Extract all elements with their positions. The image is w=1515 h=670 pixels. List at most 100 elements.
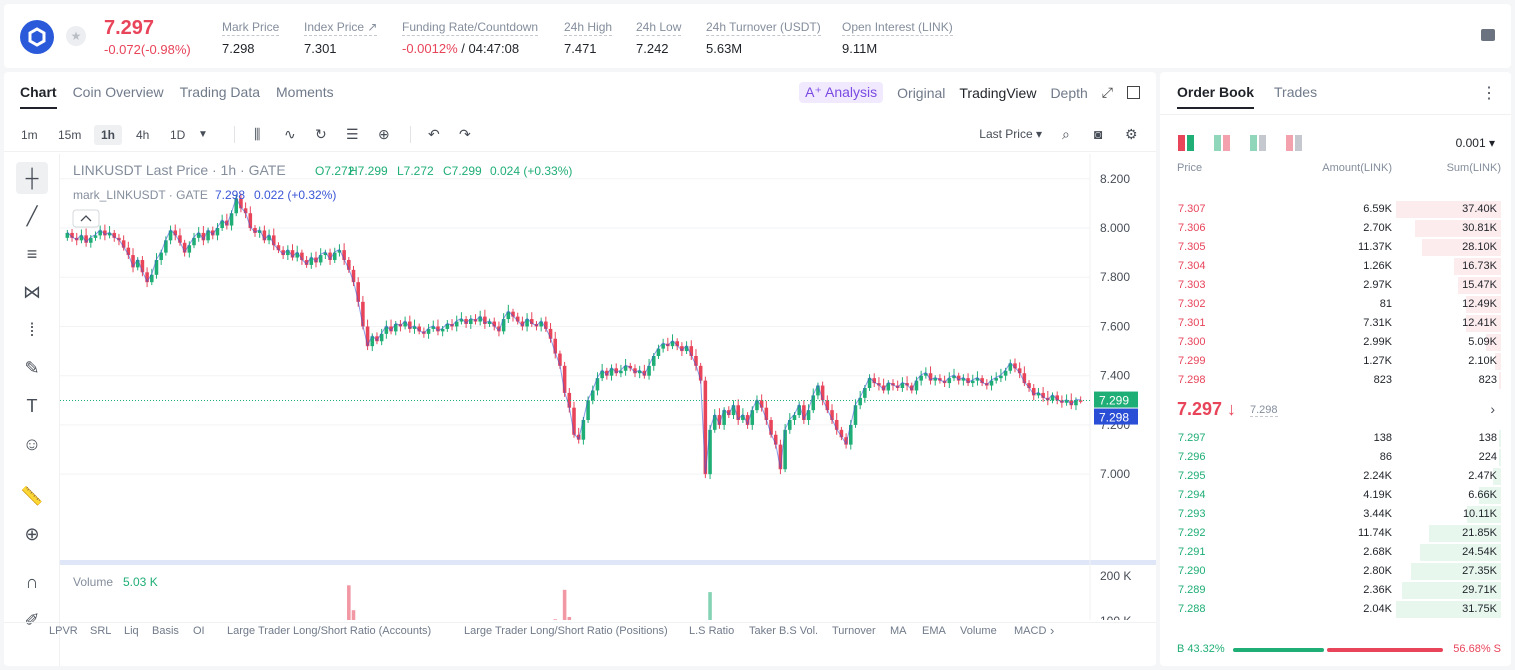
candle-body	[680, 346, 684, 352]
fib-icon[interactable]: ⁞	[29, 319, 35, 340]
horizontal-lines-icon[interactable]: ≡	[26, 243, 38, 264]
redo-icon[interactable]: ↷	[459, 126, 471, 142]
tab-trading-data[interactable]: Trading Data	[179, 84, 261, 100]
tab-original[interactable]: Original	[897, 84, 946, 101]
book-asks-icon[interactable]	[1286, 135, 1302, 151]
indicator-taker-vol[interactable]: Taker B.S Vol.	[749, 625, 819, 637]
stat-index-price[interactable]: Index Price ↗ 7.301	[304, 20, 378, 56]
favorite-star-icon[interactable]: ★	[66, 26, 86, 46]
timeframe-1d[interactable]: 1D	[170, 128, 186, 142]
bid-row[interactable]: 7.288 2.04K 31.75K	[1160, 600, 1511, 619]
indicator-macd[interactable]: MACD	[1014, 625, 1047, 637]
bid-row[interactable]: 7.294 4.19K 6.66K	[1160, 486, 1511, 505]
bid-row[interactable]: 7.295 2.24K 2.47K	[1160, 467, 1511, 486]
magnet-icon[interactable]: ∩	[25, 571, 39, 592]
fullscreen-icon[interactable]	[1127, 86, 1140, 99]
indicator-turnover[interactable]: Turnover	[832, 625, 876, 637]
chevron-right-icon[interactable]: ›	[1490, 401, 1495, 417]
indicator-ema[interactable]: EMA	[922, 625, 946, 637]
guide-book-icon[interactable]	[1481, 29, 1495, 41]
settings-gear-icon[interactable]: ⚙	[1125, 126, 1138, 142]
indicator-trader-accounts[interactable]: Large Trader Long/Short Ratio (Accounts)	[227, 625, 432, 637]
tab-tradingview[interactable]: TradingView	[959, 84, 1037, 101]
bid-row[interactable]: 7.296 86 224	[1160, 448, 1511, 467]
bid-row[interactable]: 7.290 2.80K 27.35K	[1160, 562, 1511, 581]
indicator-liq[interactable]: Liq	[124, 625, 139, 637]
row-sum: 10.11K	[1462, 508, 1497, 520]
ask-row[interactable]: 7.301 7.31K 12.41K	[1160, 314, 1511, 333]
timeframe-4h[interactable]: 4h	[136, 128, 150, 142]
scroll-right-icon[interactable]: ›	[1050, 623, 1055, 638]
candle-body	[759, 400, 764, 408]
bid-row[interactable]: 7.292 11.74K 21.85K	[1160, 524, 1511, 543]
indicator-lpvr[interactable]: LPVR	[49, 625, 78, 637]
zoom-in-icon[interactable]: ⊕	[24, 523, 40, 544]
row-price: 7.297	[1178, 432, 1206, 444]
book-bids-icon[interactable]	[1250, 135, 1266, 151]
ask-row[interactable]: 7.304 1.26K 16.73K	[1160, 257, 1511, 276]
templates-icon[interactable]: ☰	[346, 126, 359, 142]
indicator-trader-positions[interactable]: Large Trader Long/Short Ratio (Positions…	[464, 625, 668, 637]
ask-row[interactable]: 7.299 1.27K 2.10K	[1160, 352, 1511, 371]
bid-row[interactable]: 7.297 138 138	[1160, 429, 1511, 448]
expand-icon[interactable]: ⤢	[1101, 84, 1113, 100]
search-icon[interactable]: ⌕	[1062, 126, 1070, 142]
trendline-icon[interactable]: ╱	[26, 205, 38, 226]
tab-coin-overview[interactable]: Coin Overview	[72, 84, 164, 100]
pane-separator[interactable]	[60, 560, 1156, 565]
indicator-volume[interactable]: Volume	[960, 625, 997, 637]
compare-icon[interactable]: ↻	[315, 126, 327, 142]
tab-ai-analysis[interactable]: A⁺ Analysis	[799, 82, 884, 103]
indicator-ma[interactable]: MA	[890, 625, 907, 637]
ask-row[interactable]: 7.298 823 823	[1160, 371, 1511, 390]
candle-body	[492, 321, 497, 327]
bid-row[interactable]: 7.289 2.36K 29.71K	[1160, 581, 1511, 600]
emoji-icon[interactable]: ☺	[22, 433, 42, 454]
timeframe-1h[interactable]: 1h	[94, 125, 123, 145]
ruler-icon[interactable]: 📏	[20, 485, 44, 506]
price-source-select[interactable]: Last Price ▾	[979, 127, 1042, 141]
pattern-icon[interactable]: ⋈	[23, 281, 41, 302]
ask-row[interactable]: 7.305 11.37K 28.10K	[1160, 238, 1511, 257]
add-indicator-icon[interactable]: ⊕	[378, 126, 390, 142]
timeframe-1m[interactable]: 1m	[21, 128, 38, 142]
camera-icon[interactable]: ◙	[1094, 126, 1103, 142]
edit-icon[interactable]: ✐	[24, 609, 40, 630]
ask-row[interactable]: 7.307 6.59K 37.40K	[1160, 200, 1511, 219]
undo-icon[interactable]: ↶	[428, 126, 440, 142]
candle-body	[384, 326, 389, 334]
candle-body	[562, 365, 567, 393]
collapse-legend-button[interactable]	[72, 209, 100, 228]
timeframe-dropdown-icon[interactable]: ▼	[198, 129, 208, 140]
tab-depth[interactable]: Depth	[1050, 84, 1088, 101]
book-both-alt-icon[interactable]	[1214, 135, 1230, 151]
indicator-ls-ratio[interactable]: L.S Ratio	[689, 625, 735, 637]
indicator-basis[interactable]: Basis	[152, 625, 179, 637]
candle-body	[107, 232, 112, 236]
candle-style-icon[interactable]: ⫼	[254, 126, 261, 142]
indicator-oi[interactable]: OI	[193, 625, 205, 637]
brush-icon[interactable]: ✎	[24, 357, 40, 378]
price-chart[interactable]: 8.2008.0007.8007.6007.4007.2007.0007.299…	[60, 154, 1156, 620]
tab-chart[interactable]: Chart	[20, 84, 57, 109]
book-both-icon[interactable]	[1178, 135, 1194, 151]
tab-trades[interactable]: Trades	[1274, 84, 1318, 100]
tab-moments[interactable]: Moments	[276, 84, 334, 100]
text-tool-icon[interactable]: T	[26, 395, 38, 416]
tab-order-book[interactable]: Order Book	[1177, 84, 1255, 109]
ask-row[interactable]: 7.302 81 12.49K	[1160, 295, 1511, 314]
precision-select[interactable]: 0.001 ▾	[1455, 136, 1495, 150]
row-price: 7.306	[1178, 222, 1206, 234]
indicators-icon[interactable]: ∿	[284, 126, 296, 142]
depth-bar	[1466, 296, 1501, 313]
bid-row[interactable]: 7.291 2.68K 24.54K	[1160, 543, 1511, 562]
candle-body	[736, 405, 740, 420]
bid-row[interactable]: 7.293 3.44K 10.11K	[1160, 505, 1511, 524]
crosshair-icon[interactable]: ┼	[16, 162, 48, 194]
timeframe-15m[interactable]: 15m	[58, 128, 82, 142]
ask-row[interactable]: 7.303 2.97K 15.47K	[1160, 276, 1511, 295]
ask-row[interactable]: 7.306 2.70K 30.81K	[1160, 219, 1511, 238]
ask-row[interactable]: 7.300 2.99K 5.09K	[1160, 333, 1511, 352]
indicator-srl[interactable]: SRL	[90, 625, 112, 637]
more-options-icon[interactable]: ⋮	[1481, 85, 1497, 102]
